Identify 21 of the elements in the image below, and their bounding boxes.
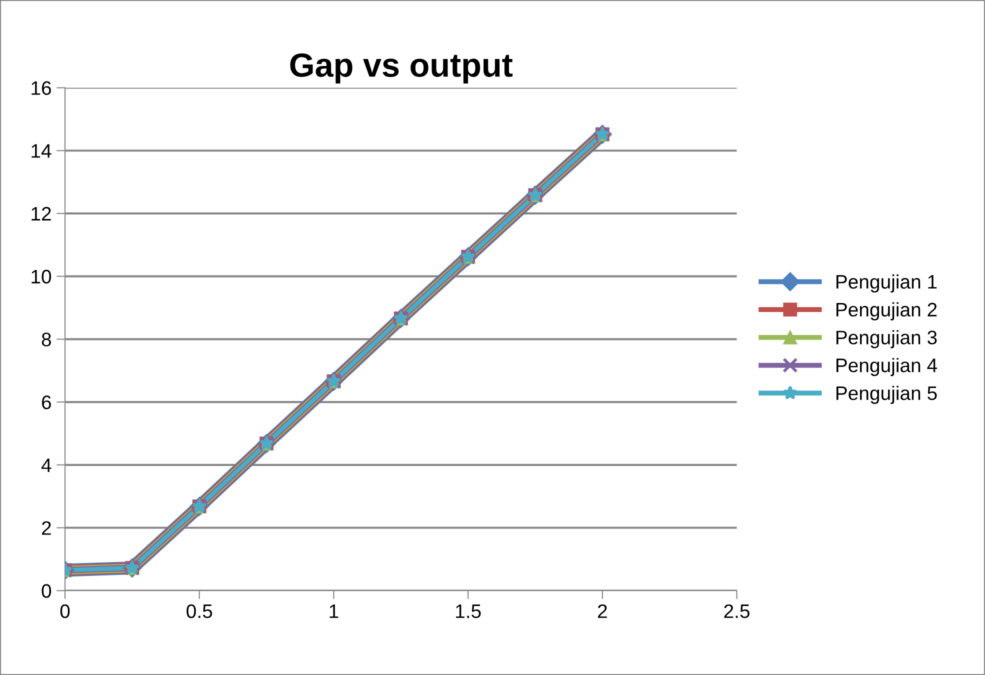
x-tick-label: 2 bbox=[598, 604, 607, 618]
legend-label: Pengujian 1 bbox=[836, 274, 937, 293]
y-tick-label: 0 bbox=[42, 584, 52, 598]
y-tick-label: 16 bbox=[32, 81, 51, 95]
chart-title: Gap vs output bbox=[290, 53, 513, 84]
x-tick-label: 2.5 bbox=[724, 604, 750, 618]
y-tick-label: 4 bbox=[41, 458, 52, 472]
y-tick-label: 2 bbox=[42, 521, 51, 535]
x-tick-label: 0 bbox=[60, 604, 70, 618]
x-tick-label: 1 bbox=[330, 604, 338, 618]
legend-label: Pengujian 5 bbox=[836, 386, 937, 404]
y-tick-label: 10 bbox=[32, 270, 52, 284]
x-tick-label: 1.5 bbox=[456, 604, 481, 618]
y-tick-label: 6 bbox=[42, 396, 51, 410]
legend-label: Pengujian 2 bbox=[836, 302, 937, 320]
legend-label: Pengujian 3 bbox=[836, 330, 937, 348]
legend-label: Pengujian 4 bbox=[836, 358, 938, 376]
y-tick-label: 12 bbox=[32, 206, 51, 221]
y-tick-label: 8 bbox=[42, 332, 51, 346]
y-tick-label: 14 bbox=[32, 144, 52, 158]
x-tick-label: 0.5 bbox=[186, 604, 212, 618]
